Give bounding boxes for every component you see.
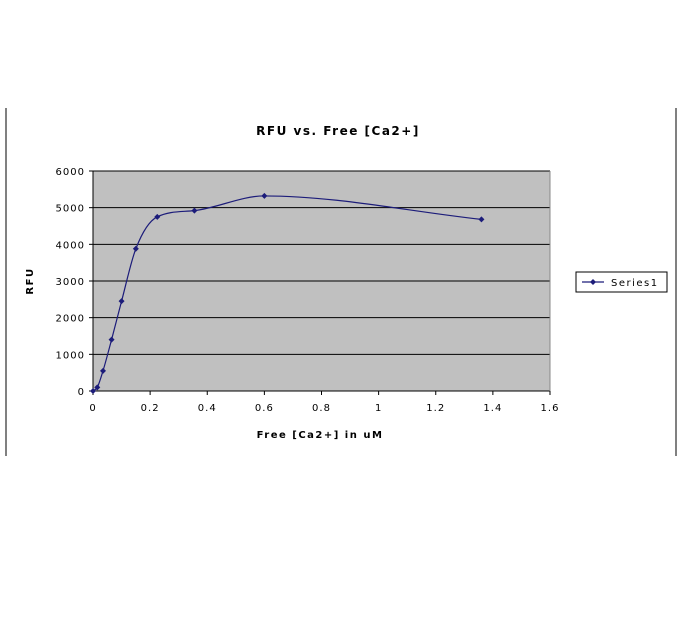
x-tick-label: 0.6 — [255, 403, 274, 414]
data-point-marker — [154, 213, 161, 220]
x-tick-label: 1.4 — [483, 403, 502, 414]
legend: Series1 — [575, 271, 668, 293]
y-axis-title: RFU — [25, 267, 36, 294]
legend-series-marker — [590, 279, 596, 285]
axes — [92, 171, 551, 395]
data-point-marker — [118, 298, 125, 305]
data-point-marker — [478, 216, 485, 223]
x-tick-label: 0.4 — [198, 403, 217, 414]
legend-series-label: Series1 — [611, 278, 659, 289]
data-point-marker — [132, 245, 139, 252]
y-tick-label: 1000 — [56, 350, 85, 361]
data-point-marker — [90, 388, 96, 394]
x-axis-title: Free [Ca2+] in uM — [257, 430, 384, 441]
x-tick-label: 1 — [375, 403, 382, 414]
data-point-marker — [99, 367, 106, 374]
data-point-marker — [108, 336, 115, 343]
y-tick-label: 3000 — [56, 277, 85, 288]
y-tick-labels: 0 1000 2000 3000 4000 5000 6000 — [56, 167, 85, 398]
x-tick-labels: 0 0.2 0.4 0.6 0.8 1 1.2 1.4 1.6 — [89, 403, 560, 414]
x-tick-label: 1.2 — [426, 403, 445, 414]
legend-box — [575, 271, 668, 293]
data-point-marker — [191, 207, 198, 214]
data-point-marker — [261, 192, 268, 199]
x-tick-label: 1.6 — [541, 403, 560, 414]
data-point-marker — [94, 384, 101, 391]
y-tick-label: 4000 — [56, 240, 85, 251]
gridlines — [89, 170, 550, 392]
series-layer — [90, 192, 485, 394]
y-tick-label: 0 — [78, 387, 85, 398]
y-tick-label: 5000 — [56, 204, 85, 215]
x-tick-label: 0.2 — [141, 403, 160, 414]
y-tick-label: 6000 — [56, 167, 85, 178]
x-tick-label: 0.8 — [312, 403, 331, 414]
chart-title: RFU vs. Free [Ca2+] — [256, 124, 420, 138]
y-tick-label: 2000 — [56, 314, 85, 325]
x-tick-label: 0 — [89, 403, 96, 414]
